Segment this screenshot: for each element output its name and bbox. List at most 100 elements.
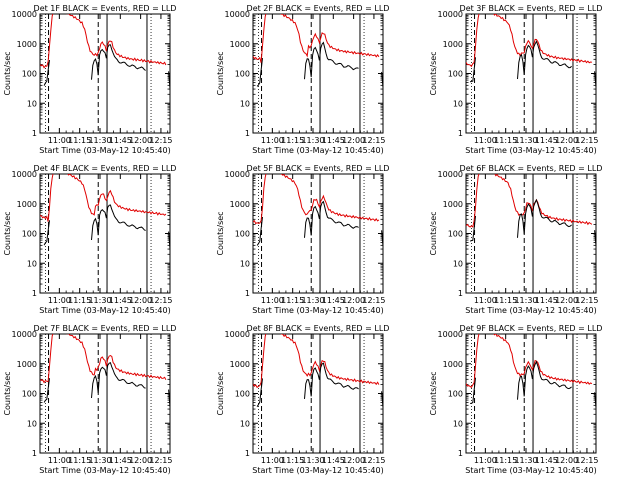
series-black-events [469,198,596,247]
x-tick-label: 11:00 [48,296,71,305]
series-black-events [256,362,383,408]
y-tick-label: 1000 [17,360,37,369]
plot-frame [465,173,597,294]
series-black-events [256,41,383,88]
series-black-events [469,360,596,409]
y-tick-label: 10 [240,259,250,268]
y-axis-label: Counts/sec [216,371,225,415]
detector-panel-3: Det 3F BLACK = Events, RED = LLD Counts/s… [429,4,602,155]
y-tick-label: 100 [22,390,37,399]
x-tick-label: 11:15 [68,136,91,145]
x-tick-label: 12:00 [555,136,578,145]
y-tick-label: 1 [245,449,250,458]
x-tick-label: 11:15 [281,456,304,465]
x-axis-label: Start Time (03-May-12 10:45:40) [39,466,170,475]
x-tick-label: 12:15 [149,456,172,465]
y-tick-label: 100 [22,230,37,239]
y-tick-label: 10000 [225,10,250,19]
x-tick-label: 11:45 [109,296,132,305]
panel-title: Det 9F BLACK = Events, RED = LLD [460,324,603,333]
x-tick-label: 11:30 [514,456,537,465]
y-tick-label: 10000 [12,10,37,19]
x-tick-label: 11:00 [474,456,497,465]
series-red-lld [253,14,380,63]
x-tick-label: 11:15 [494,136,517,145]
y-tick-label: 10000 [438,10,463,19]
x-tick-label: 11:45 [322,136,345,145]
detector-panel-1: Det 1F BLACK = Events, RED = LLD Counts/s… [3,4,176,155]
series-black-events [43,44,170,90]
series-red-lld [466,174,593,228]
x-axis-label: Start Time (03-May-12 10:45:40) [252,466,383,475]
series-red-lld [40,334,167,384]
x-tick-label: 11:15 [281,136,304,145]
x-tick-label: 12:00 [342,136,365,145]
x-tick-label: 11:45 [322,456,345,465]
x-tick-label: 12:15 [575,136,598,145]
x-tick-label: 11:45 [535,136,558,145]
y-tick-label: 1 [32,289,37,298]
y-tick-label: 100 [235,390,250,399]
x-tick-label: 11:30 [514,136,537,145]
y-tick-label: 1000 [230,40,250,49]
series-red-lld [253,334,380,389]
series-black-events [469,40,596,88]
x-tick-label: 11:45 [109,456,132,465]
y-axis-label: Counts/sec [429,211,438,255]
x-tick-label: 11:00 [261,136,284,145]
plot-frame [39,173,171,294]
y-tick-label: 1000 [443,200,463,209]
x-tick-label: 11:30 [301,456,324,465]
x-axis-label: Start Time (03-May-12 10:45:40) [465,146,596,155]
plot-frame [252,173,384,294]
y-tick-label: 100 [448,390,463,399]
x-tick-label: 12:00 [555,296,578,305]
y-axis-label: Counts/sec [216,211,225,255]
y-tick-label: 10000 [438,170,463,179]
x-axis-label: Start Time (03-May-12 10:45:40) [252,146,383,155]
y-axis-label: Counts/sec [3,51,12,95]
x-tick-label: 11:30 [301,136,324,145]
y-tick-label: 10000 [225,330,250,339]
y-tick-label: 100 [22,70,37,79]
series-black-events [43,204,170,250]
series-red-lld [40,174,167,222]
y-axis-label: Counts/sec [3,371,12,415]
x-tick-label: 12:15 [149,136,172,145]
x-tick-label: 11:15 [494,296,517,305]
x-tick-label: 12:15 [575,296,598,305]
panel-title: Det 6F BLACK = Events, RED = LLD [460,164,603,173]
x-tick-label: 11:00 [48,136,71,145]
plot-frame [39,333,171,454]
y-axis-label: Counts/sec [3,211,12,255]
y-tick-label: 10 [453,259,463,268]
panel-title: Det 8F BLACK = Events, RED = LLD [247,324,390,333]
plot-area [253,174,383,293]
panel-title: Det 2F BLACK = Events, RED = LLD [247,4,390,13]
series-red-lld [466,334,593,389]
y-tick-label: 1000 [230,200,250,209]
y-tick-label: 1 [32,449,37,458]
plot-frame [465,333,597,454]
x-tick-label: 11:45 [322,296,345,305]
x-tick-label: 12:00 [129,136,152,145]
y-tick-label: 100 [448,70,463,79]
x-tick-label: 12:15 [362,296,385,305]
plot-frame [252,333,384,454]
y-tick-label: 10 [453,99,463,108]
detector-panel-9: Det 9F BLACK = Events, RED = LLD Counts/s… [429,324,602,475]
panel-title: Det 3F BLACK = Events, RED = LLD [460,4,603,13]
x-tick-label: 12:15 [362,456,385,465]
y-tick-label: 1 [245,289,250,298]
x-tick-label: 11:00 [261,296,284,305]
plot-area [40,14,170,133]
plot-area [40,174,170,293]
y-tick-label: 100 [235,70,250,79]
y-tick-label: 1000 [230,360,250,369]
y-tick-label: 100 [235,230,250,239]
y-tick-label: 1 [458,289,463,298]
series-red-lld [466,14,592,68]
y-axis-label: Counts/sec [216,51,225,95]
x-tick-label: 11:45 [109,136,132,145]
x-tick-label: 11:30 [514,296,537,305]
